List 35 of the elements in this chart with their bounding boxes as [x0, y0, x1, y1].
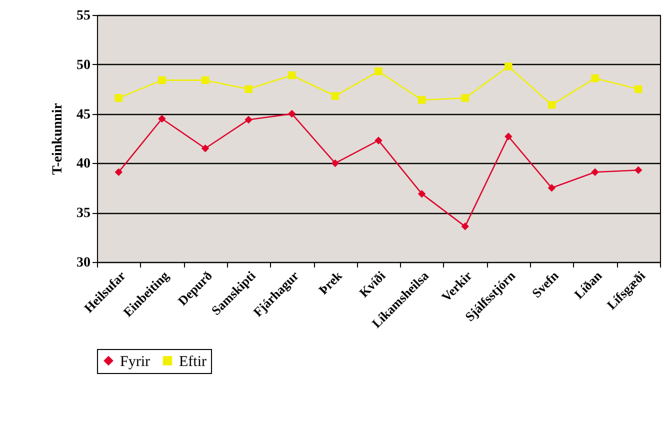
point [244, 116, 252, 124]
y-tick-label: 40 [76, 156, 90, 172]
point [331, 159, 340, 168]
y-axis-title: T-einkunnir [50, 103, 66, 175]
point [201, 76, 210, 84]
point [634, 166, 642, 174]
point [461, 94, 469, 102]
y-tick-label: 55 [76, 8, 90, 24]
y-tick-label: 45 [76, 107, 90, 122]
point [158, 76, 166, 84]
point [504, 132, 512, 140]
point [244, 85, 252, 93]
point [288, 110, 296, 118]
legend-label: Fyrir [120, 354, 150, 370]
point [114, 168, 123, 176]
point [288, 71, 296, 80]
point [591, 168, 599, 176]
y-tick-label: 35 [76, 206, 90, 222]
point [374, 136, 382, 144]
point [114, 94, 123, 102]
point [591, 74, 599, 82]
point [634, 85, 642, 93]
point [504, 62, 512, 70]
point [461, 222, 469, 230]
legend-label: Eftir [179, 354, 206, 370]
point [548, 101, 556, 109]
point [418, 190, 426, 198]
point [158, 114, 166, 123]
point [331, 92, 340, 100]
point [418, 96, 426, 104]
point [548, 184, 556, 192]
point [201, 144, 210, 152]
y-tick-label: 50 [76, 58, 90, 73]
y-tick-label: 30 [76, 256, 90, 270]
point [374, 67, 382, 76]
